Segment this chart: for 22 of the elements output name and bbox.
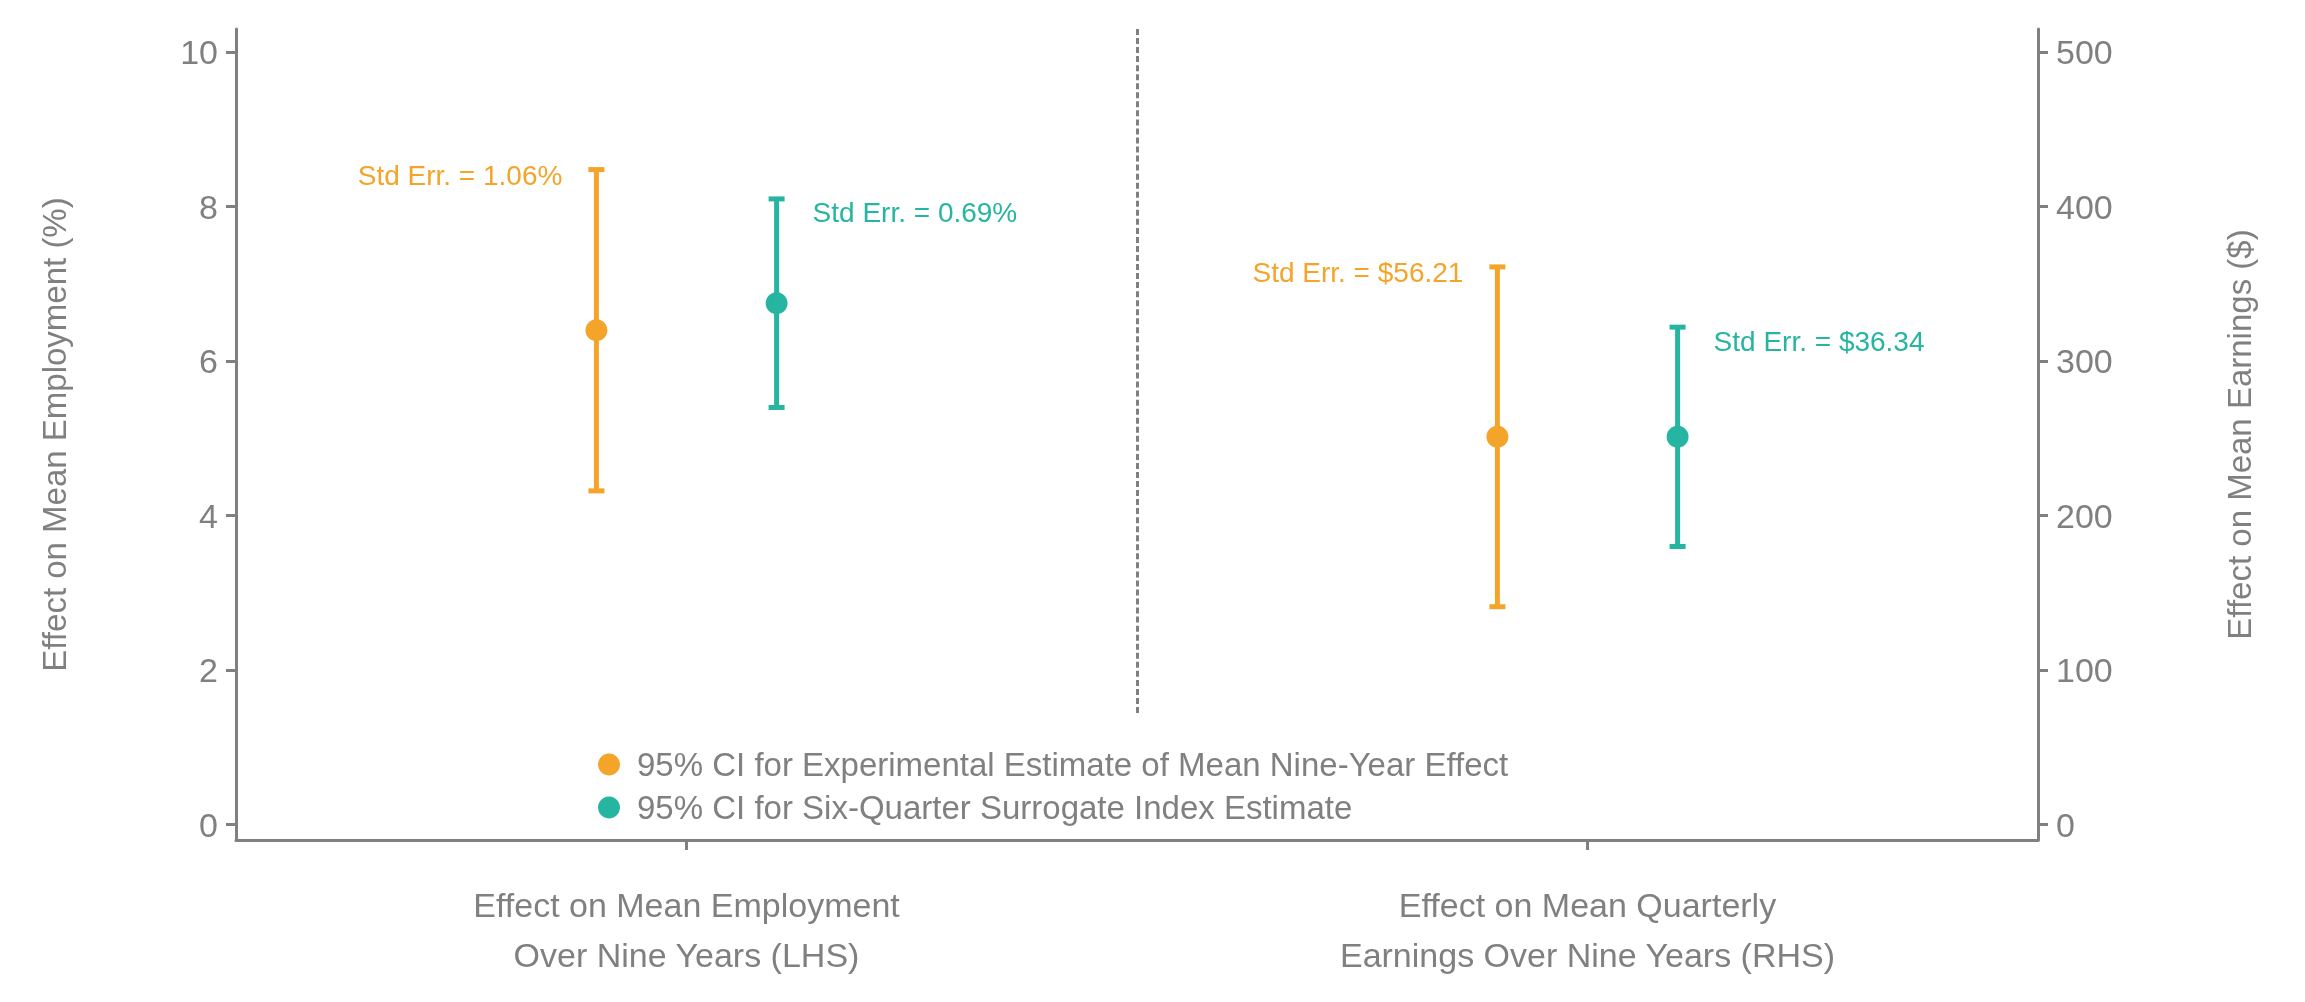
y-tick-label: 10 [180, 33, 218, 72]
x-tick-label: Effect on Mean Quarterly Earnings Over Nine Years (RHS) [1339, 886, 1836, 974]
y2-tick-label: 300 [2056, 342, 2113, 381]
y2-axis-title: Effect on Mean Earnings ($) [2221, 229, 2258, 640]
y2-tick-label: 500 [2056, 33, 2113, 72]
y2-tick-label: 400 [2056, 187, 2113, 226]
annotation: Std Err. = 0.69% [812, 197, 1018, 229]
legend-label: 95% CI for Experimental Estimate of Mean Nine-Year Effect [637, 746, 1509, 783]
y-tick-label: 0 [199, 805, 218, 844]
x-tick-label: Effect on Mean Employment Over Nine Years (LHS) [473, 886, 901, 974]
y2-tick-label: 200 [2056, 496, 2113, 535]
y-axis-title: Effect on Mean Employment (%) [36, 197, 73, 672]
annotation: Std Err. = 1.06% [357, 160, 563, 192]
legend-label: 95% CI for Six-Quarter Surrogate Index Estimate [637, 789, 1353, 826]
y-tick-label: 6 [199, 342, 218, 381]
y-tick-label: 4 [199, 496, 218, 535]
y2-tick-label: 0 [2056, 805, 2075, 844]
y-tick-label: 8 [199, 187, 218, 226]
annotation: Std Err. = $36.34 [1713, 325, 1925, 357]
y-tick-label: 2 [199, 651, 218, 690]
annotation: Std Err. = $56.21 [1252, 257, 1464, 289]
y2-tick-label: 100 [2056, 651, 2113, 690]
